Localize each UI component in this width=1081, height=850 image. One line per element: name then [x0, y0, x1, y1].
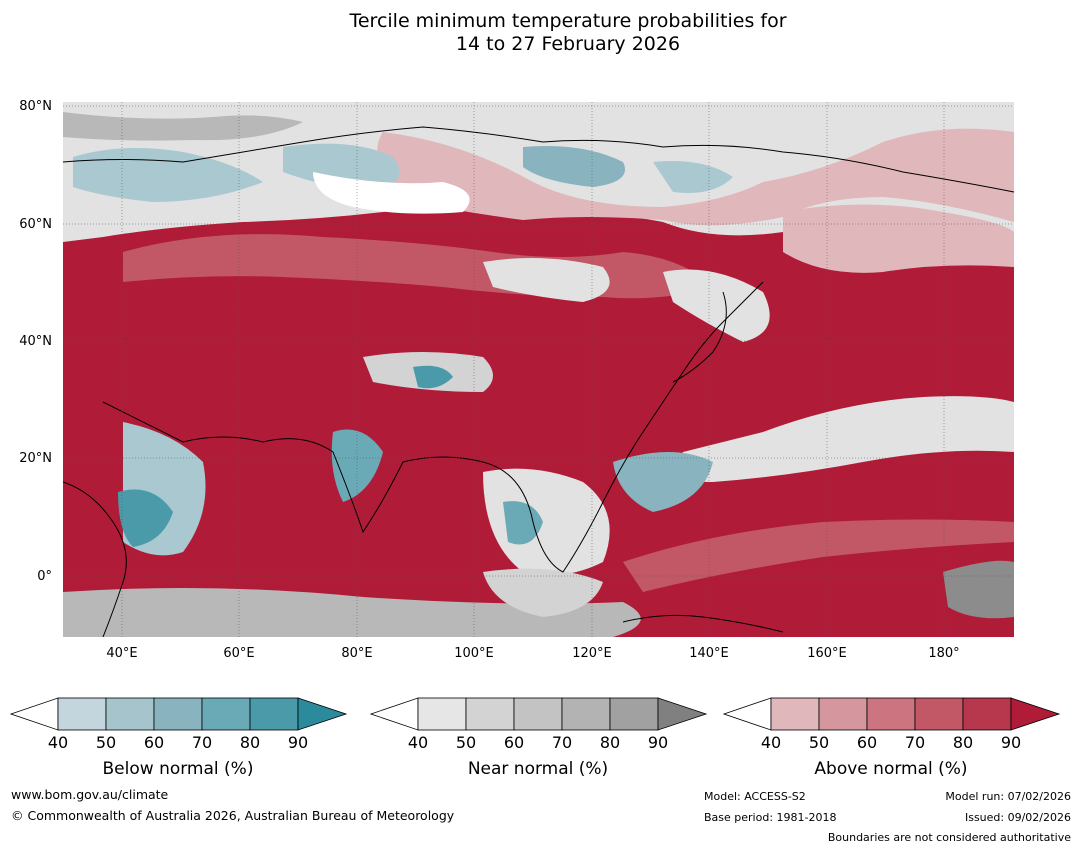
- colorbar-segment: [201, 697, 251, 731]
- lat-label-20n: 20°N: [19, 451, 52, 466]
- title-line-1: Tercile minimum temperature probabilitie…: [349, 10, 787, 32]
- footer-url: www.bom.gov.au/climate: [11, 787, 169, 802]
- lon-label-140e: 140°E: [689, 646, 729, 661]
- footer-base-period: Base period: 1981-2018: [704, 811, 837, 824]
- coastline-australia-north: [622, 614, 784, 633]
- coastline-south-asia: [102, 281, 764, 573]
- manchuria-near-light: [663, 269, 770, 342]
- colorbar-segment: [465, 697, 515, 731]
- colorbar-extend-high: [657, 697, 708, 731]
- map-title: Tercile minimum temperature probabilitie…: [0, 10, 1081, 56]
- forecast-map: [63, 102, 1014, 637]
- lon-label-180: 180°: [928, 646, 960, 661]
- colorbar-near-normal: [370, 697, 708, 731]
- lon-label-60e: 60°E: [223, 646, 255, 661]
- map-canvas: [63, 102, 1014, 637]
- colorbar-extend-high: [297, 697, 348, 731]
- colorbar-tick-label: 70: [191, 733, 213, 752]
- lon-label-100e: 100°E: [454, 646, 494, 661]
- coastline-eurasia: [63, 126, 1014, 193]
- colorbar-tick-label: 70: [904, 733, 926, 752]
- indonesia-near-light: [483, 568, 603, 617]
- colorbar-title-below: Below normal (%): [102, 759, 254, 779]
- indian-ocean-near-normal: [63, 588, 641, 637]
- footer-model-run: Model run: 07/02/2026: [945, 790, 1071, 803]
- lat-label-40n: 40°N: [19, 334, 52, 349]
- colorbar-tick-label: 50: [808, 733, 830, 752]
- colorbar-title-above: Above normal (%): [814, 759, 968, 779]
- title-line-2: 14 to 27 February 2026: [455, 33, 681, 55]
- colorbar-segment: [57, 697, 107, 731]
- pacific-above-light: [783, 204, 1014, 273]
- east-china-above: [493, 364, 604, 447]
- colorbar-extend-low: [723, 697, 772, 731]
- colorbar-tick-label: 90: [287, 733, 309, 752]
- colorbar-tick-label: 60: [143, 733, 165, 752]
- colorbar-segment: [105, 697, 155, 731]
- colorbar-tick-label: 80: [599, 733, 621, 752]
- arctic-above-light-region: [377, 128, 1014, 226]
- colorbar-segment: [153, 697, 203, 731]
- colorbar-tick-label: 70: [551, 733, 573, 752]
- colorbar-tick-label: 80: [239, 733, 261, 752]
- arctic-below-normal-1: [73, 148, 263, 202]
- colorbar-below-normal: [10, 697, 348, 731]
- lon-label-80e: 80°E: [341, 646, 373, 661]
- lon-label-120e: 120°E: [572, 646, 612, 661]
- footer-model: Model: ACCESS-S2: [704, 790, 806, 803]
- colorbar-segment: [866, 697, 916, 731]
- colorbar-segment: [609, 697, 659, 731]
- arctic-below-normal-3: [523, 146, 625, 187]
- lon-label-40e: 40°E: [106, 646, 138, 661]
- colorbar-tick-label: 40: [407, 733, 429, 752]
- lat-label-80n: 80°N: [19, 99, 52, 114]
- colorbar-above-normal: [723, 697, 1061, 731]
- tropical-near-normal-band: [677, 396, 1014, 482]
- colorbar-extend-low: [370, 697, 419, 731]
- colorbar-tick-label: 80: [952, 733, 974, 752]
- coastline-japan: [672, 291, 727, 383]
- maritime-above-mid: [623, 519, 1014, 592]
- colorbar-extend-high: [1010, 697, 1061, 731]
- colorbar-tick-label: 90: [647, 733, 669, 752]
- india-below-normal: [331, 429, 383, 502]
- colorbar-segment: [818, 697, 868, 731]
- tibet-below-normal: [413, 365, 453, 389]
- colorbar-segment: [417, 697, 467, 731]
- footer-issued: Issued: 09/02/2026: [964, 811, 1071, 824]
- colorbar-tick-label: 60: [503, 733, 525, 752]
- colorbar-tick-label: 50: [455, 733, 477, 752]
- coastline-africa: [63, 481, 127, 637]
- colorbar-segment: [561, 697, 611, 731]
- colorbar-tick-label: 40: [760, 733, 782, 752]
- colorbar-segment: [770, 697, 820, 731]
- footer-copyright: © Commonwealth of Australia 2026, Austra…: [11, 808, 455, 823]
- graticule: [63, 102, 1014, 637]
- lat-label-0: 0°: [37, 569, 52, 584]
- lon-label-160e: 160°E: [807, 646, 847, 661]
- colorbar-segment: [962, 697, 1012, 731]
- colorbar-segment: [914, 697, 964, 731]
- siberia-near-light-patch: [483, 258, 610, 302]
- arctic-white-patch: [313, 172, 470, 214]
- pacific-near-dark: [943, 560, 1014, 619]
- footer-disclaimer: Boundaries are not considered authoritat…: [827, 831, 1071, 844]
- colorbar-tick-label: 90: [1000, 733, 1022, 752]
- lat-label-60n: 60°N: [19, 217, 52, 232]
- indochina-below-normal: [503, 501, 543, 545]
- colorbar-tick-label: 50: [95, 733, 117, 752]
- arctic-below-normal-2: [283, 143, 400, 192]
- arctic-below-normal-4: [653, 161, 733, 193]
- philippines-below-normal: [613, 452, 713, 512]
- colorbar-segment: [513, 697, 563, 731]
- colorbar-tick-label: 60: [856, 733, 878, 752]
- colorbar-segment: [249, 697, 299, 731]
- colorbar-tick-label: 40: [47, 733, 69, 752]
- colorbar-extend-low: [10, 697, 59, 731]
- africa-below-normal-dark: [118, 489, 173, 547]
- arctic-near-dark: [63, 112, 303, 141]
- colorbar-title-near: Near normal (%): [467, 759, 609, 779]
